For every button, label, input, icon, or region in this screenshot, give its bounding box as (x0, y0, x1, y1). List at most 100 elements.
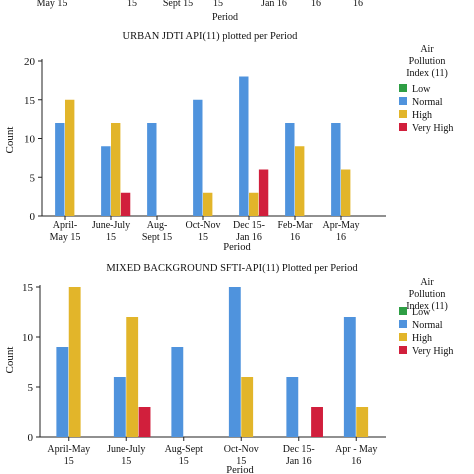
bar-normal (193, 99, 203, 216)
x-tick-label: 15 (121, 456, 131, 467)
legend-label: Low (412, 84, 431, 95)
x-tick-label: Aug-Sept (165, 444, 204, 455)
bar-high (249, 192, 259, 216)
partial-tick-label: 16 (353, 0, 363, 9)
x-tick-label: Aug- (147, 220, 168, 231)
x-tick-label: 15 (179, 456, 189, 467)
x-axis-label: Period (223, 242, 251, 253)
legend-label: Very High (412, 123, 453, 134)
bar-high (65, 99, 75, 216)
mixed-background-sfti-chart: MIXED BACKGROUND SFTI-API(11) Plotted pe… (4, 263, 453, 474)
chart-title: URBAN JDTI API(11) plotted per Period (123, 31, 299, 42)
legend-swatch (399, 97, 407, 105)
x-tick-label: Sept 15 (142, 232, 172, 243)
legend-label: Low (412, 307, 431, 318)
x-tick-label: Dec 15- (233, 220, 265, 231)
x-tick-label: Jan 16 (286, 456, 312, 467)
bar-high (68, 287, 81, 437)
partial-tick-label: 16 (311, 0, 321, 9)
bar-high (203, 192, 213, 216)
x-tick-label: Jan 16 (236, 232, 262, 243)
x-tick-label: Apr - May (335, 444, 377, 455)
bar-normal (171, 347, 184, 437)
y-tick-label: 10 (24, 134, 36, 146)
bar-high (341, 169, 351, 216)
legend-label: Normal (412, 97, 443, 108)
legend-swatch (399, 320, 407, 328)
bar-high (126, 317, 139, 437)
partial-tick-label: Jan 16 (261, 0, 287, 9)
y-tick-label: 5 (28, 382, 34, 394)
chart-title: MIXED BACKGROUND SFTI-API(11) Plotted pe… (106, 263, 358, 274)
partial-x-axis-label: Period (212, 12, 238, 23)
x-tick-label: Feb-Mar (278, 220, 314, 231)
y-tick-label: 10 (22, 332, 34, 344)
bar-very-high (120, 192, 131, 216)
bar-normal (286, 377, 299, 437)
y-tick-label: 0 (30, 211, 36, 223)
legend-title: Pollution (409, 289, 446, 300)
x-tick-label: Dec 15- (283, 444, 315, 455)
x-tick-label: Oct-Nov (186, 220, 221, 231)
x-tick-label: June-July (92, 220, 130, 231)
y-tick-label: 15 (22, 282, 34, 294)
legend-swatch (399, 110, 407, 118)
partial-tick-label: Sept 15 (163, 0, 193, 9)
x-tick-label: April- (53, 220, 77, 231)
bar-normal (239, 76, 249, 216)
y-tick-label: 15 (24, 95, 36, 107)
bar-high (241, 377, 254, 437)
x-tick-label: 15 (106, 232, 116, 243)
partial-tick-label: 15 (213, 0, 223, 9)
x-tick-label: 15 (236, 456, 246, 467)
partial-tick-label: May 15 (37, 0, 68, 9)
legend-title: Air (420, 277, 434, 288)
legend-title: Index (11) (406, 301, 448, 312)
x-axis-label: Period (226, 465, 254, 474)
bar-normal (113, 377, 126, 437)
x-tick-label: Oct-Nov (224, 444, 259, 455)
urban-jdti-chart: URBAN JDTI API(11) plotted per Period Co… (4, 31, 453, 253)
partial-tick-label: 15 (127, 0, 137, 9)
x-tick-label: 15 (198, 232, 208, 243)
bar-very-high (138, 407, 151, 437)
legend-swatch (399, 84, 407, 92)
bar-normal (285, 123, 295, 216)
legend-swatch (399, 333, 407, 341)
legend-swatch (399, 123, 407, 131)
x-tick-label: Apr-May (322, 220, 359, 231)
bar-very-high (258, 169, 269, 216)
x-tick-label: 16 (336, 232, 346, 243)
bar-normal (331, 123, 341, 216)
legend-label: Very High (412, 346, 453, 357)
x-tick-label: 16 (351, 456, 361, 467)
legend-title: Air (420, 44, 434, 55)
legend-title: Pollution (409, 56, 446, 67)
bar-high (111, 123, 121, 216)
y-tick-label: 0 (28, 432, 34, 444)
bar-normal (343, 317, 356, 437)
x-tick-label: 16 (290, 232, 300, 243)
x-tick-label: June-July (107, 444, 145, 455)
bar-very-high (311, 407, 323, 437)
x-tick-label: 15 (64, 456, 74, 467)
partial-top-chart: May 15 15 Sept 15 15 Jan 16 16 16 Period (37, 0, 363, 23)
y-tick-label: 20 (24, 56, 36, 68)
legend-swatch (399, 307, 407, 315)
bar-normal (147, 123, 157, 216)
legend-title: Index (11) (406, 68, 448, 79)
bar-normal (228, 287, 241, 437)
bar-normal (55, 123, 65, 216)
bar-high (356, 407, 369, 437)
x-tick-label: April-May (47, 444, 90, 455)
y-axis-label: Count (4, 127, 16, 154)
legend-label: High (412, 333, 432, 344)
legend-label: Normal (412, 320, 443, 331)
bar-high (295, 146, 305, 216)
legend-swatch (399, 346, 407, 354)
bar-normal (56, 347, 69, 437)
y-tick-label: 5 (30, 172, 36, 184)
y-axis-label: Count (4, 347, 16, 374)
legend-label: High (412, 110, 432, 121)
